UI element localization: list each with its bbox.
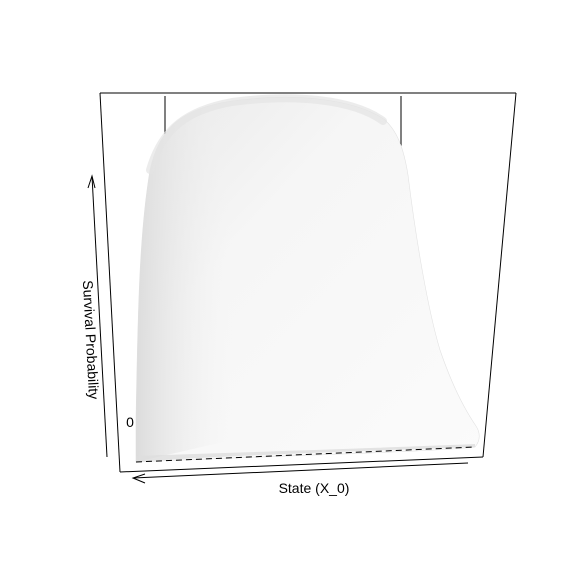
box-front-left-edge bbox=[99, 92, 121, 473]
x-axis-arrow bbox=[132, 462, 469, 479]
box-front-right-edge bbox=[482, 92, 517, 458]
x-axis-arrowhead bbox=[131, 473, 146, 484]
surface-ridge-top bbox=[146, 94, 387, 174]
z-axis-label: Survival Probability bbox=[80, 280, 102, 400]
surface-left-shading bbox=[136, 101, 232, 462]
tick-mark-fragment: 0 bbox=[126, 414, 134, 430]
box-back-bottom-edge bbox=[135, 446, 476, 463]
surface-base-shadow bbox=[136, 444, 475, 462]
box-front-edges bbox=[99, 92, 517, 473]
box-front-bottom-edge bbox=[119, 456, 484, 473]
x-axis-label: State (X_0) bbox=[279, 480, 350, 496]
z-axis-arrowhead bbox=[87, 174, 96, 189]
axis-arrows bbox=[87, 174, 469, 484]
z-axis-arrow bbox=[91, 175, 108, 458]
survival-surface bbox=[135, 94, 480, 463]
